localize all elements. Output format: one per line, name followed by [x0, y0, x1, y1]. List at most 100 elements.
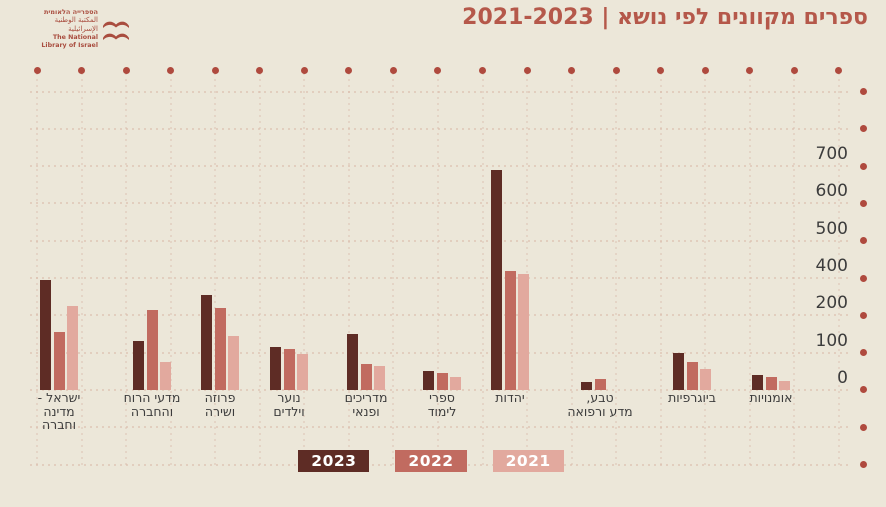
bar-2023 — [673, 352, 684, 390]
h-gridline — [30, 127, 852, 130]
bar-2022 — [53, 332, 65, 390]
bar-2021 — [67, 305, 78, 390]
logo-arabic-text: المكتبة الوطنية الإسرائيلية — [54, 16, 98, 33]
bar-2022 — [214, 307, 226, 390]
right-border-dot — [859, 88, 867, 95]
top-border-dot — [211, 66, 219, 74]
category-label-line: ספרי — [429, 390, 455, 405]
v-gridline — [258, 73, 261, 465]
v-gridline — [659, 73, 662, 465]
category-label-line: ושירה — [204, 403, 236, 419]
open-book-icon — [103, 19, 129, 40]
bar-2021 — [700, 369, 711, 390]
v-gridline — [793, 73, 796, 465]
category-label: ביוגרפיות — [637, 391, 747, 405]
y-axis-tick-label: 200 — [815, 293, 848, 314]
top-border-dot — [568, 66, 576, 74]
bar-2021 — [374, 365, 385, 390]
h-gridline — [30, 90, 852, 93]
bar-2021 — [160, 361, 171, 390]
v-gridline — [436, 73, 439, 465]
category-label: אומנויות — [716, 391, 826, 405]
v-gridline — [481, 73, 484, 465]
v-gridline — [303, 73, 306, 465]
v-gridline — [80, 73, 83, 465]
category-label-line: ישראל - — [37, 390, 81, 405]
category-label: ספרי לימוד — [387, 391, 497, 418]
category-label: פרוזה ושירה — [165, 391, 275, 418]
bar-2022 — [436, 373, 448, 390]
v-gridline — [36, 73, 38, 465]
bar-2021 — [228, 335, 239, 390]
top-border-dot — [746, 66, 754, 74]
category-label-line: אומנויות — [749, 390, 793, 405]
bar-2021 — [518, 274, 529, 390]
top-border-dot — [479, 66, 486, 74]
h-gridline — [30, 351, 852, 354]
top-border-dot — [122, 66, 130, 74]
category-label: יהדות — [455, 391, 565, 405]
top-border-dot — [523, 66, 531, 74]
top-border-dot — [78, 66, 86, 74]
v-gridline — [526, 73, 529, 465]
right-border-dot — [859, 349, 867, 357]
category-label-line: יהדות — [495, 390, 525, 405]
right-border-dot — [859, 274, 867, 282]
category-label-line: פרוזה — [204, 390, 236, 405]
bar-2022 — [283, 348, 295, 390]
top-border-dot — [256, 66, 264, 74]
v-gridline — [125, 73, 128, 465]
legend-item-2022: 2022 — [395, 450, 467, 472]
legend-item-2021: 2021 — [492, 450, 564, 472]
h-gridline — [30, 277, 852, 279]
category-label-line: ופנאי — [352, 403, 380, 419]
bar-2023 — [423, 371, 434, 390]
v-gridline — [214, 73, 217, 465]
y-axis-tick-label: 400 — [815, 256, 848, 276]
top-border-dot — [434, 66, 442, 74]
top-border-dot — [300, 66, 308, 74]
nli-logo: הספרייה הלאומית المكتبة الوطنية الإسرائي… — [28, 8, 129, 50]
bar-2022 — [686, 361, 698, 390]
category-label-line: וחברה — [41, 417, 77, 432]
bar-2021 — [297, 354, 308, 390]
category-label: מדריכים ופנאי — [311, 391, 421, 418]
bar-2023 — [752, 374, 763, 390]
y-axis-tick-label: 600 — [815, 181, 848, 202]
top-border-dot — [701, 66, 709, 74]
logo-english-text: The National Library of Israel — [41, 34, 98, 49]
category-label-line: מדע ורפואה — [567, 403, 633, 419]
nli-logo-text: הספרייה הלאומית المكتبة الوطنية الإسرائي… — [28, 8, 98, 50]
logo-hebrew-text: הספרייה הלאומית — [43, 8, 98, 16]
bar-2023 — [201, 294, 212, 390]
top-border-dot — [835, 66, 843, 74]
category-label-line: טבע, — [586, 390, 614, 405]
right-border-dot — [859, 386, 867, 394]
right-border-dot — [859, 125, 867, 133]
h-gridline — [30, 239, 852, 242]
y-axis-tick-label: 700 — [815, 144, 848, 165]
category-label: טבע, מדע ורפואה — [545, 391, 655, 418]
v-gridline — [347, 73, 350, 465]
right-border-dot — [859, 311, 867, 319]
chart-legend: 2023 2022 2021 — [0, 450, 862, 472]
bar-2022 — [594, 378, 606, 390]
y-axis-tick-label: 0 — [837, 367, 848, 388]
top-border-dot — [612, 66, 620, 74]
y-axis-tick-label: 500 — [815, 218, 848, 239]
bar-2023 — [491, 169, 502, 390]
h-gridline — [30, 165, 852, 168]
bar-2022 — [504, 270, 516, 390]
v-gridline — [169, 73, 172, 465]
right-border-dot — [859, 162, 867, 170]
h-gridline — [30, 314, 852, 317]
bar-2023 — [270, 347, 281, 390]
top-border-dot — [345, 66, 353, 74]
top-border-dot — [167, 66, 175, 74]
bar-2022 — [765, 376, 777, 390]
legend-item-2023: 2023 — [298, 450, 370, 472]
h-gridline — [30, 426, 852, 429]
y-axis-tick-label: 100 — [815, 330, 848, 351]
bar-2022 — [360, 363, 372, 390]
